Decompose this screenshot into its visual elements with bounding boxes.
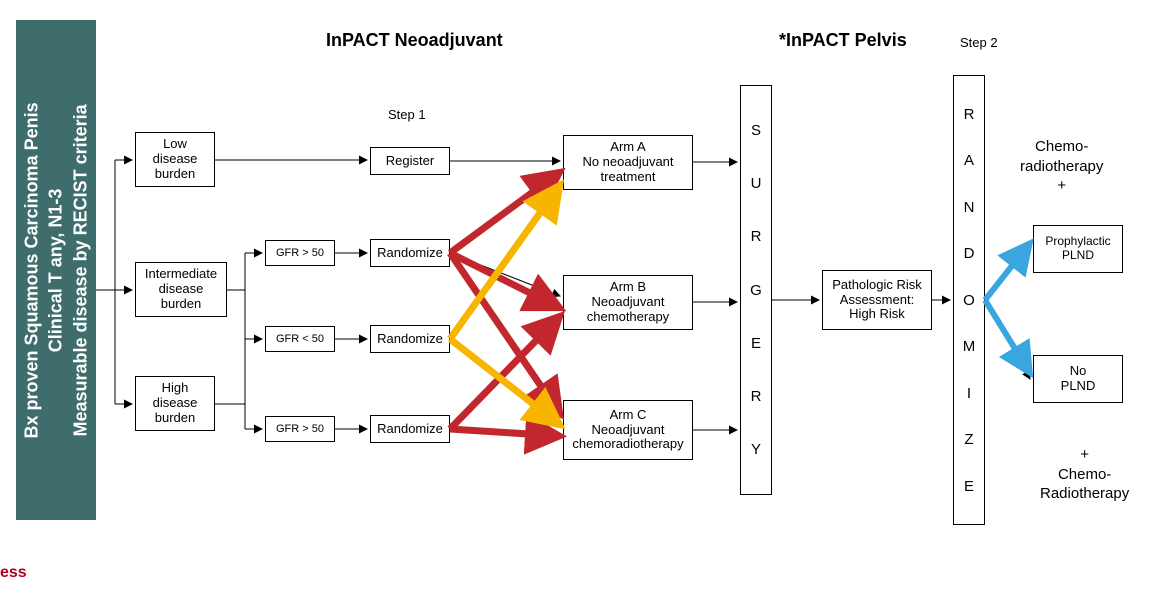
box-arm-b: Arm BNeoadjuvantchemotherapy <box>563 275 693 330</box>
box-register: Register <box>370 147 450 175</box>
box-arm-c: Arm CNeoadjuvantchemoradiotherapy <box>563 400 693 460</box>
sidebar-line1: Bx proven Squamous Carcinoma Penis <box>22 102 42 438</box>
label-step2: Step 2 <box>960 35 998 50</box>
label-chemo-top: Chemo-radiotherapy+ <box>1020 137 1103 196</box>
box-pathologic-risk: Pathologic RiskAssessment:High Risk <box>822 270 932 330</box>
box-surgery: SURGERY <box>740 85 772 495</box>
box-intermediate-burden: Intermediatediseaseburden <box>135 262 227 317</box>
title-pelvis: *InPACT Pelvis <box>779 30 907 51</box>
label-step1: Step 1 <box>388 107 426 122</box>
box-low-burden: Lowdiseaseburden <box>135 132 215 187</box>
box-no-plnd: NoPLND <box>1033 355 1123 403</box>
footer-fragment: ess <box>0 564 27 582</box>
box-randomize-1: Randomize <box>370 239 450 267</box>
box-randomize-vertical: RANDOMIZE <box>953 75 985 525</box>
box-randomize-2: Randomize <box>370 325 450 353</box>
sidebar-line2: Clinical T any, N1-3 <box>46 188 66 352</box>
label-chemo-bot: +Chemo-Radiotherapy <box>1040 445 1129 504</box>
inclusion-sidebar: Bx proven Squamous Carcinoma Penis Clini… <box>16 20 96 520</box>
box-gfr-lt50: GFR < 50 <box>265 326 335 352</box>
box-prophylactic-plnd: ProphylacticPLND <box>1033 225 1123 273</box>
box-gfr-gt50-2: GFR > 50 <box>265 416 335 442</box>
sidebar-line3: Measurable disease by RECIST criteria <box>70 104 90 436</box>
box-randomize-3: Randomize <box>370 415 450 443</box>
title-neoadjuvant: InPACT Neoadjuvant <box>326 30 503 51</box>
box-arm-a: Arm ANo neoadjuvanttreatment <box>563 135 693 190</box>
box-high-burden: Highdiseaseburden <box>135 376 215 431</box>
box-gfr-gt50-1: GFR > 50 <box>265 240 335 266</box>
